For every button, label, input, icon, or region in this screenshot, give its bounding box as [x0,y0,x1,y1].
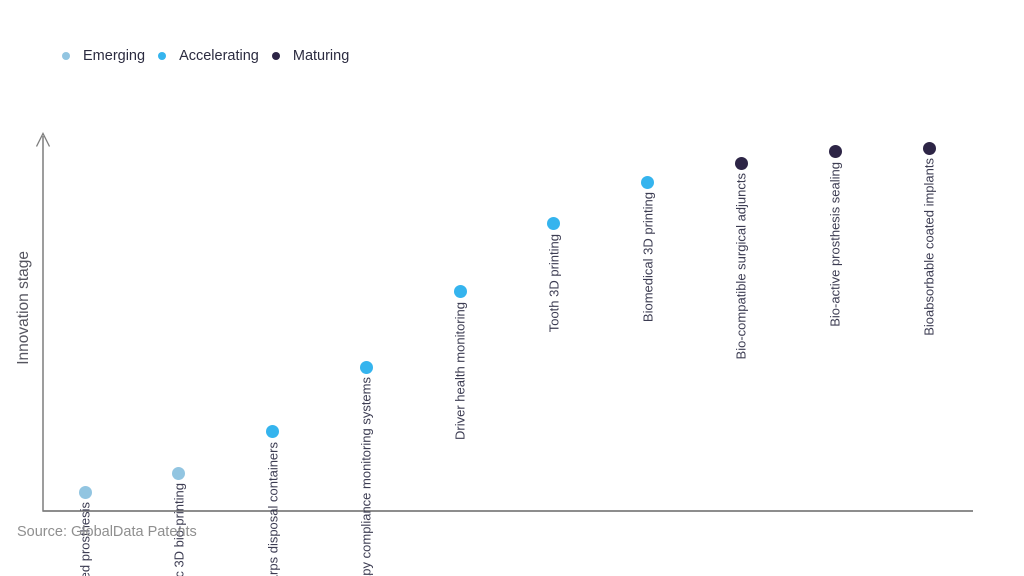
legend-dot-icon [271,52,280,60]
point-dot-icon [922,141,936,155]
point-label: Bioabsorbable coated implants [921,158,937,336]
point-label: Sharps disposal containers [265,441,281,576]
legend-item: Maturing [271,48,350,64]
point-label: Bio-active prosthesis sealing [827,161,843,327]
point-label: Driver health monitoring [452,301,468,440]
y-axis-title: Innovation stage [15,251,32,365]
y-axis-arrow-icon [35,132,51,147]
legend-dot-icon [62,52,70,60]
point-label: Therapy compliance monitoring systems [358,377,374,576]
legend-label: Maturing [292,48,350,64]
point-dot-icon [734,156,748,170]
chart-legend: Emerging Accelerating Maturing [62,48,349,64]
legend-dot-icon [158,52,167,60]
point-label: Tooth 3D printing [546,233,562,332]
legend-label: Emerging [83,48,146,64]
point-dot-icon [828,145,842,159]
point-dot-icon [78,485,92,499]
legend-item: Accelerating [158,48,259,64]
point-dot-icon [641,175,655,189]
point-dot-icon [359,360,373,374]
point-dot-icon [172,466,186,480]
point-dot-icon [547,217,561,231]
point-dot-icon [453,285,467,299]
source-note: Source: GlobalData Patents [17,524,197,540]
legend-label: Accelerating [179,48,259,64]
legend-item: Emerging [62,48,145,64]
point-dot-icon [266,425,280,439]
point-label: Bio-compatible surgical adjuncts [733,173,749,360]
point-label: Biomedical 3D printing [640,192,656,323]
